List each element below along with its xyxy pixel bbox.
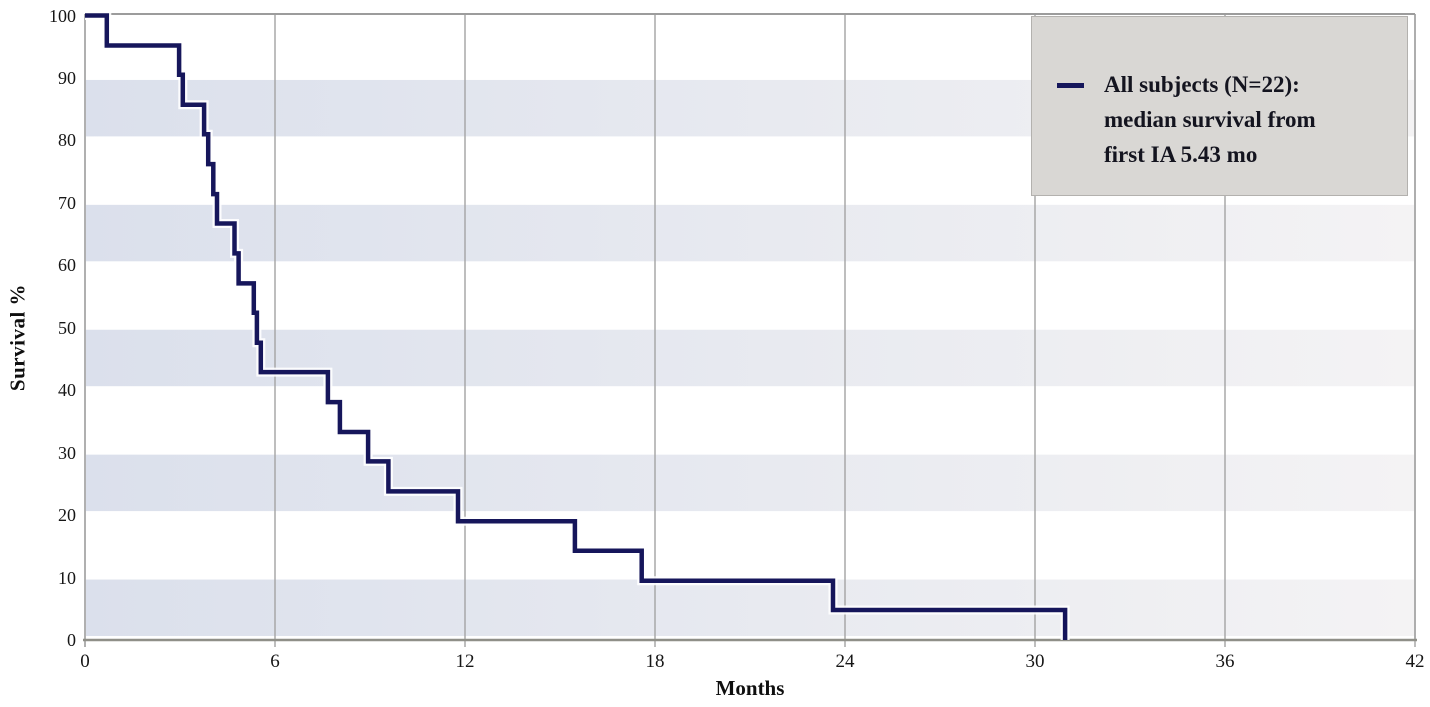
y-tick-label-40: 40 bbox=[58, 380, 76, 401]
shaded-band bbox=[86, 579, 1414, 636]
x-tick-label-24: 24 bbox=[835, 651, 855, 672]
y-tick-label-20: 20 bbox=[58, 505, 76, 526]
y-tick-label-30: 30 bbox=[58, 442, 76, 463]
y-tick-label-100: 100 bbox=[49, 5, 76, 26]
y-tick-label-80: 80 bbox=[58, 130, 76, 151]
legend-label-line1: All subjects (N=22): bbox=[1104, 72, 1300, 97]
y-tick-label-90: 90 bbox=[58, 67, 76, 88]
y-axis-title: Survival % bbox=[5, 283, 30, 392]
x-tick-label-6: 6 bbox=[270, 651, 280, 672]
shaded-band bbox=[86, 329, 1414, 387]
y-tick-label-0: 0 bbox=[67, 630, 76, 650]
legend: All subjects (N=22): median survival fro… bbox=[1031, 16, 1408, 196]
shaded-band bbox=[86, 454, 1414, 512]
x-tick-label-12: 12 bbox=[455, 651, 475, 672]
legend-label-line2: median survival from bbox=[1104, 107, 1316, 132]
legend-label: All subjects (N=22): median survival fro… bbox=[1104, 67, 1316, 172]
survival-curve bbox=[85, 13, 1068, 640]
x-tick-label-42: 42 bbox=[1405, 651, 1425, 672]
legend-label-line3: first IA 5.43 mo bbox=[1104, 142, 1258, 167]
y-tick-label-10: 10 bbox=[58, 567, 76, 588]
x-tick-label-0: 0 bbox=[80, 651, 90, 672]
shaded-band bbox=[86, 204, 1414, 262]
x-tick-label-30: 30 bbox=[1025, 651, 1045, 672]
y-tick-label-60: 60 bbox=[58, 255, 76, 276]
x-tick-label-18: 18 bbox=[645, 651, 665, 672]
legend-dash-icon bbox=[1057, 83, 1084, 88]
y-tick-label-50: 50 bbox=[58, 317, 76, 338]
x-axis-title: Months bbox=[715, 676, 785, 700]
x-tick-label-36: 36 bbox=[1215, 651, 1235, 672]
y-tick-label-70: 70 bbox=[58, 192, 76, 213]
